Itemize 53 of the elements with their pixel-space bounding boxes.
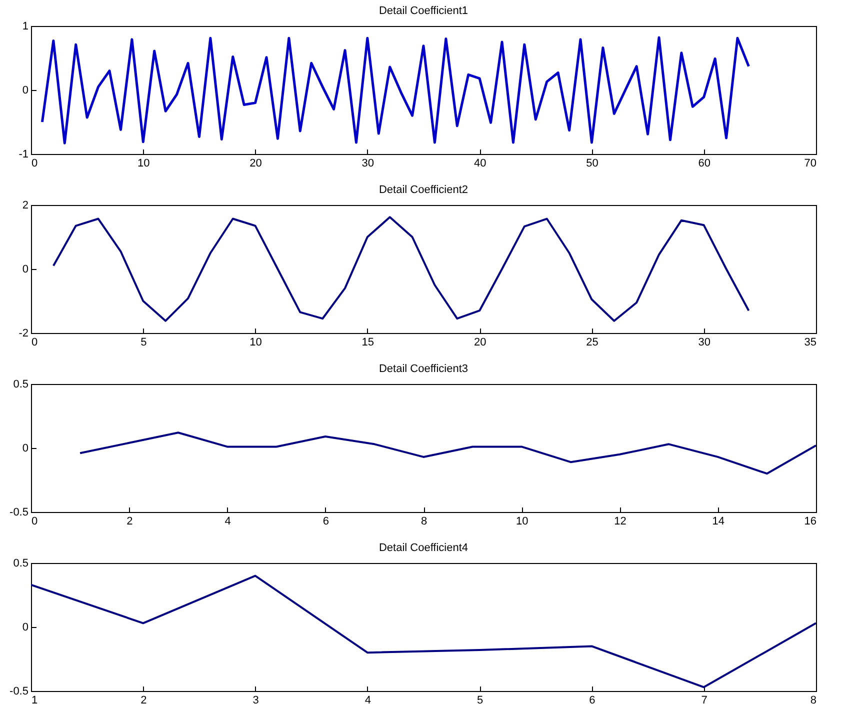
x-tick-label: 20 <box>250 158 262 170</box>
y-tick-label: 0 <box>22 264 28 276</box>
x-tick-label: 14 <box>712 516 724 528</box>
x-tick-label: 10 <box>138 158 150 170</box>
x-tick-label: 2 <box>140 694 147 706</box>
x-tick-label: 4 <box>224 516 231 528</box>
x-tick-label: 7 <box>701 694 708 706</box>
x-tick-label: 30 <box>362 158 374 170</box>
line-series <box>31 574 816 688</box>
x-tick-label: 0 <box>32 336 38 348</box>
x-tick-label: 1 <box>32 694 38 706</box>
x-tick-label: 35 <box>804 336 816 348</box>
y-tick-label: 0.5 <box>13 378 28 390</box>
x-tick-label: 15 <box>362 336 374 348</box>
x-tick-label: 25 <box>586 336 598 348</box>
x-tick-label: 10 <box>250 336 262 348</box>
y-tick-label: 0 <box>22 622 28 634</box>
y-tick-label: -1 <box>18 148 28 160</box>
y-tick-label: 2 <box>22 200 28 212</box>
x-tick-label: 8 <box>810 694 816 706</box>
x-tick-label: 20 <box>474 336 486 348</box>
chart-title: Detail Coefficient4 <box>378 542 468 554</box>
x-tick-label: 6 <box>322 516 329 528</box>
chart-title: Detail Coefficient1 <box>378 5 468 17</box>
x-tick-label: 8 <box>420 516 428 528</box>
x-tick-label: 0 <box>32 516 38 528</box>
y-tick-label: -0.5 <box>10 506 28 518</box>
x-tick-label: 10 <box>516 516 528 528</box>
line-series <box>52 216 750 322</box>
x-tick-label: 3 <box>252 694 259 706</box>
y-tick-label: 0 <box>22 442 28 454</box>
x-tick-label: 6 <box>589 694 596 706</box>
y-tick-label: -0.5 <box>10 686 28 698</box>
x-tick-label: 12 <box>614 516 626 528</box>
x-tick-label: 50 <box>586 158 598 170</box>
x-tick-label: 70 <box>804 158 816 170</box>
x-tick-label: 30 <box>698 336 710 348</box>
x-tick-label: 2 <box>126 516 133 528</box>
chart-title: Detail Coefficient3 <box>378 363 468 375</box>
x-tick-label: 60 <box>698 158 710 170</box>
x-tick-label: 0 <box>32 158 38 170</box>
x-tick-label: 16 <box>804 516 816 528</box>
x-tick-label: 5 <box>477 694 484 706</box>
y-tick-label: -2 <box>18 328 28 340</box>
line-series <box>40 36 750 144</box>
y-tick-label: 0 <box>22 84 28 96</box>
x-tick-label: 4 <box>364 694 371 706</box>
line-series <box>79 432 816 475</box>
y-tick-label: 1 <box>22 20 28 32</box>
y-tick-label: 0.5 <box>13 558 28 570</box>
x-tick-label: 5 <box>140 336 147 348</box>
chart-title: Detail Coefficient2 <box>378 184 468 196</box>
x-tick-label: 40 <box>474 158 486 170</box>
